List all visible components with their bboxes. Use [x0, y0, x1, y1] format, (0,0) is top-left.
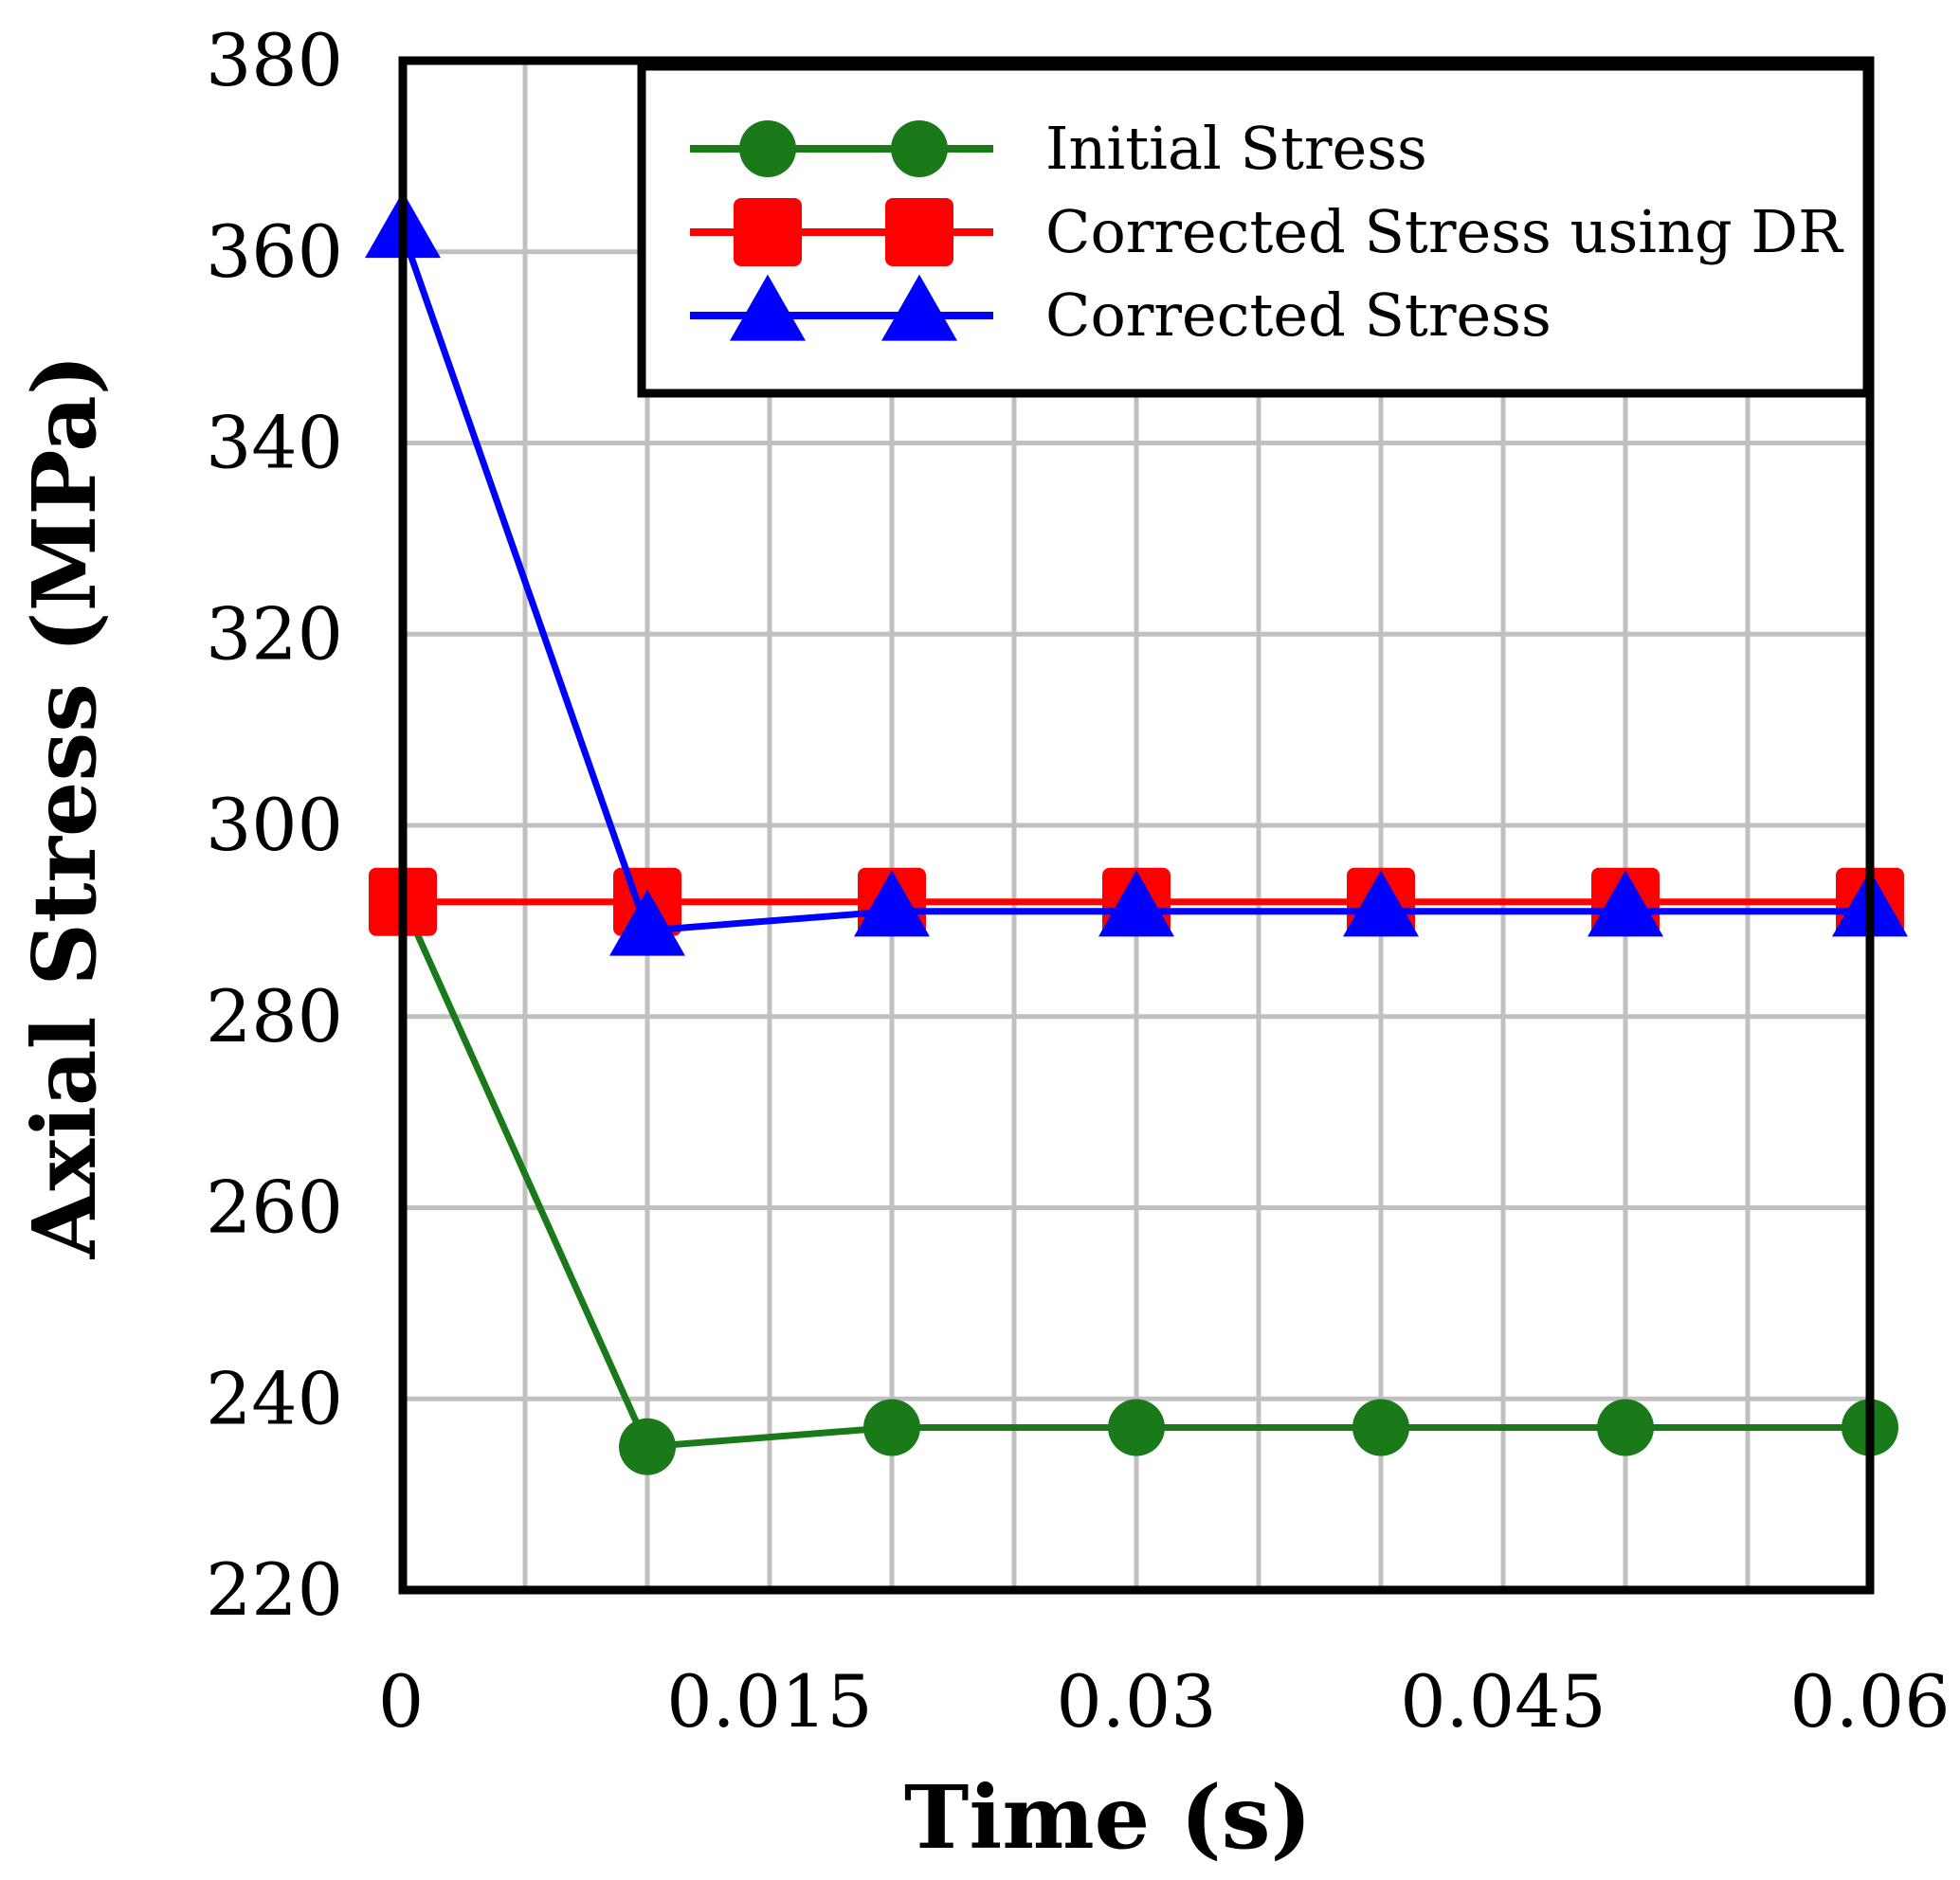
legend-marker [739, 120, 796, 177]
legend-item: Initial Stress [690, 114, 1427, 183]
data-point-triangle [609, 889, 685, 956]
x-tick-label: 0.015 [666, 1659, 873, 1744]
y-tick-label: 300 [206, 783, 343, 867]
legend-marker [891, 120, 948, 177]
legend-marker [730, 274, 806, 341]
series-corrected-stress [365, 191, 1908, 956]
legend-item: Corrected Stress using DR [690, 197, 1844, 266]
legend-label: Corrected Stress [1045, 280, 1552, 350]
plot-frame [398, 56, 1875, 1595]
x-tick-label: 0 [378, 1659, 424, 1744]
x-tick-labels: 0 0.015 0.03 0.045 0.06 [378, 1659, 1951, 1744]
data-point-triangle [854, 870, 930, 937]
x-tick-label: 0.045 [1400, 1659, 1606, 1744]
data-point-circle [1108, 1399, 1165, 1456]
legend-marker [885, 198, 953, 266]
legend-items: Initial Stress Corrected Stress using DR C… [690, 114, 1844, 350]
x-tick-label: 0.03 [1056, 1659, 1216, 1744]
y-tick-label: 360 [206, 209, 343, 294]
y-tick-label: 240 [206, 1356, 343, 1440]
y-tick-labels: 220 240 260 280 300 320 340 360 380 [206, 18, 343, 1632]
x-axis-title: Time (s) [904, 1766, 1312, 1869]
data-point-triangle [1343, 870, 1419, 937]
data-point-triangle [1098, 870, 1174, 937]
y-axis-title: Axial Stress (MPa) [13, 354, 116, 1260]
y-tick-label: 280 [206, 974, 343, 1058]
legend-marker [734, 198, 802, 266]
data-point-circle [619, 1418, 676, 1475]
data-point-triangle [1588, 870, 1663, 937]
data-point-circle [1352, 1399, 1409, 1456]
y-tick-label: 220 [206, 1547, 343, 1632]
y-tick-label: 320 [206, 591, 343, 676]
data-point-circle [863, 1399, 920, 1456]
series-layer [365, 191, 1908, 1475]
legend-item: Corrected Stress [690, 274, 1552, 350]
legend-marker [881, 274, 957, 341]
y-tick-label: 340 [206, 401, 343, 485]
y-tick-label: 380 [206, 18, 343, 102]
legend-label: Initial Stress [1045, 114, 1427, 183]
legend: Initial Stress Corrected Stress using DR C… [637, 62, 1872, 398]
y-tick-label: 260 [206, 1166, 343, 1250]
data-point-circle [1597, 1399, 1654, 1456]
legend-label: Corrected Stress using DR [1045, 197, 1844, 266]
x-tick-label: 0.06 [1789, 1659, 1950, 1744]
